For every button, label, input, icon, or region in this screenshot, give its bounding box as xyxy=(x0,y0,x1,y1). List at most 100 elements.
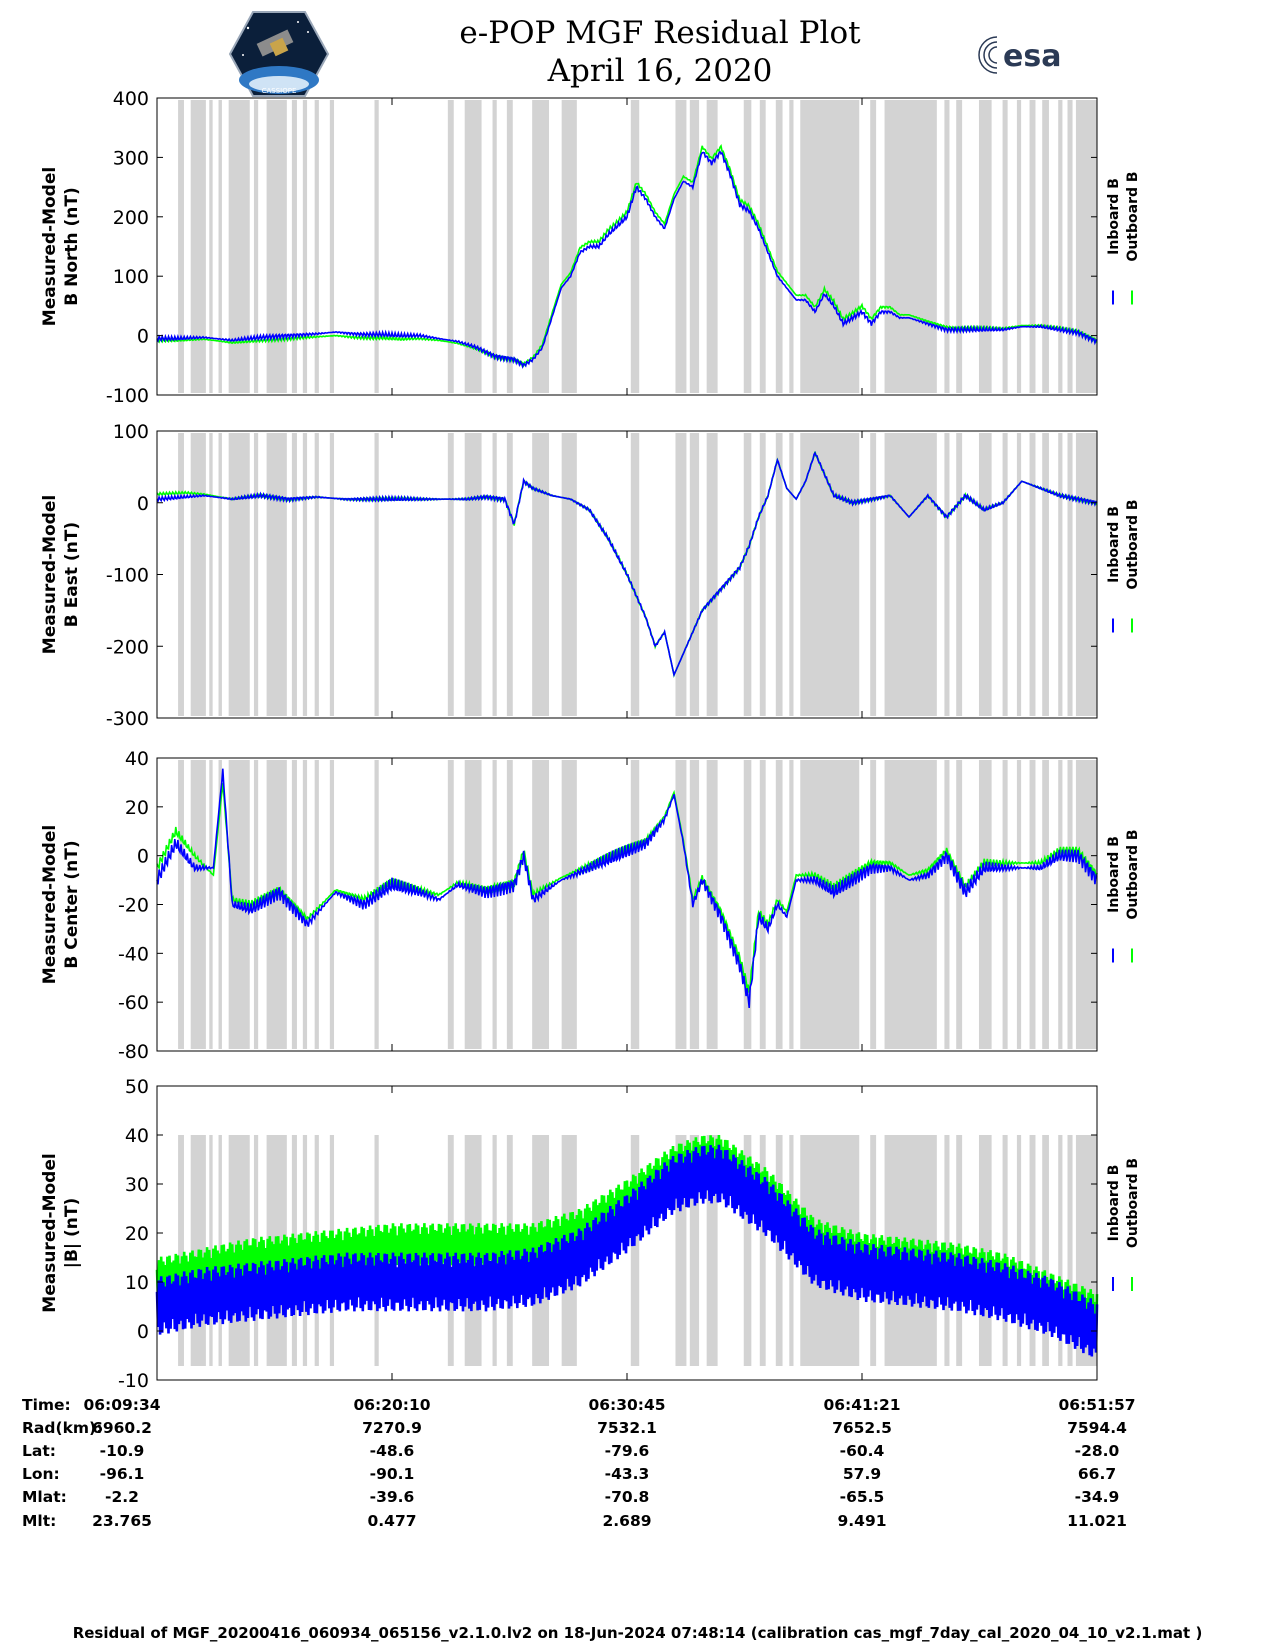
cassiope-logo: CASSIOPE xyxy=(228,11,330,97)
data-gap-band xyxy=(253,433,259,716)
legend-inboard-label: Inboard B xyxy=(1106,506,1122,583)
data-gap-band xyxy=(870,433,877,716)
y-tick-label: 400 xyxy=(113,88,149,110)
data-gap-band xyxy=(1042,433,1049,716)
data-gap-band xyxy=(870,100,877,393)
footer-value: -60.4 xyxy=(840,1442,885,1460)
footer-value: 66.7 xyxy=(1078,1465,1116,1483)
data-gap-band xyxy=(706,433,718,716)
legend-outboard-label: Outboard B xyxy=(1125,171,1141,261)
legend-outboard-label: Outboard B xyxy=(1125,1158,1141,1248)
footer-value: 2.689 xyxy=(602,1512,651,1530)
data-gap-band xyxy=(492,433,497,716)
data-gap-band xyxy=(291,100,297,393)
data-gap-band xyxy=(532,100,550,393)
series-line-inboard xyxy=(156,768,1098,1008)
data-gap-band xyxy=(630,433,640,716)
y-tick-label: -100 xyxy=(106,385,149,407)
y-tick-label: 30 xyxy=(125,1174,149,1196)
data-gap-band xyxy=(209,433,213,716)
data-gap-band xyxy=(190,433,206,716)
data-gap-band xyxy=(1016,1135,1022,1366)
y-tick-label: 40 xyxy=(125,748,149,770)
data-gap-band xyxy=(956,433,963,716)
y-axis-label-line-1: Measured-Model xyxy=(40,167,60,326)
y-tick-label: 0 xyxy=(137,846,149,868)
panel-1: -100 0 100 200 300 400 Measured-Model B North (… xyxy=(40,88,1141,407)
y-tick-label: 0 xyxy=(137,326,149,348)
data-gap-band xyxy=(492,760,497,1049)
footer-value: 06:51:57 xyxy=(1058,1396,1135,1414)
series-line-outboard xyxy=(156,451,1098,678)
data-gap-band xyxy=(944,433,950,716)
footer-value: -10.9 xyxy=(100,1442,145,1460)
esa-logo: esa xyxy=(978,35,1061,75)
data-gap-band xyxy=(302,433,308,716)
data-gap-band xyxy=(789,100,794,393)
footer-row-label: Rad(km): xyxy=(22,1419,102,1437)
data-gap-band xyxy=(884,760,937,1049)
legend-labels: Inboard B Outboard B xyxy=(1106,829,1141,919)
y-tick-label: -40 xyxy=(118,943,149,965)
y-axis-label-line-1: Measured-Model xyxy=(40,1153,60,1312)
data-gap-band xyxy=(228,100,250,393)
footer-value: -39.6 xyxy=(370,1488,415,1506)
y-tick-label: -200 xyxy=(106,636,149,658)
y-tick-label: -80 xyxy=(118,1041,149,1063)
data-gap-band xyxy=(506,433,513,716)
data-gap-band xyxy=(775,100,783,393)
footer-value: 9.491 xyxy=(837,1512,886,1530)
footer-row-label: Lon: xyxy=(22,1465,60,1483)
y-tick-label: -10 xyxy=(118,1370,149,1392)
data-gap-band xyxy=(689,1135,700,1366)
footer-value: 7594.4 xyxy=(1067,1419,1127,1437)
data-gap-band xyxy=(302,760,308,1049)
data-gap-band xyxy=(675,760,687,1049)
plot-frame xyxy=(156,757,1098,1052)
data-gap-band xyxy=(800,100,860,393)
data-gap-band xyxy=(506,760,513,1049)
data-gap-band xyxy=(492,100,497,393)
y-tick-label: -300 xyxy=(106,708,149,730)
data-gap-band xyxy=(1029,760,1036,1049)
logo-right-text: esa xyxy=(1003,39,1061,74)
data-gap-band xyxy=(329,433,335,716)
data-gap-band xyxy=(1002,1135,1008,1366)
data-gap-band xyxy=(228,433,250,716)
data-gap-band xyxy=(218,100,222,393)
footer-value: 7652.5 xyxy=(832,1419,892,1437)
series-line-outboard xyxy=(156,783,1098,993)
data-gap-band xyxy=(675,433,687,716)
data-gap-band xyxy=(314,433,319,716)
data-gap-band xyxy=(1042,760,1049,1049)
data-gap-band xyxy=(1042,1135,1049,1366)
y-axis-label: Measured-Model B North (nT) xyxy=(40,167,82,326)
plot-frame xyxy=(156,97,1098,396)
data-gap-band xyxy=(329,100,335,393)
data-gap-band xyxy=(630,760,640,1049)
data-gap-band xyxy=(1016,100,1022,393)
data-gap-band xyxy=(209,100,213,393)
data-gap-band xyxy=(561,100,577,393)
data-gap-band xyxy=(447,760,454,1049)
y-tick-label: 200 xyxy=(113,207,149,229)
title-line-2: April 16, 2020 xyxy=(547,53,773,89)
footer-value: -43.3 xyxy=(605,1465,650,1483)
y-tick-label: 0 xyxy=(137,493,149,515)
y-tick-label: 300 xyxy=(113,147,149,169)
data-gap-band xyxy=(561,760,577,1049)
legend-inboard-label: Inboard B xyxy=(1106,836,1122,913)
footer-row-label: Mlt: xyxy=(22,1512,56,1530)
data-gap-band xyxy=(1002,100,1008,393)
data-gap-band xyxy=(689,760,700,1049)
footer-note: Residual of MGF_20200416_060934_065156_v… xyxy=(72,1624,1203,1642)
footer-value: 06:20:10 xyxy=(353,1396,430,1414)
data-gap-band xyxy=(190,100,206,393)
y-tick-label: 10 xyxy=(125,1272,149,1294)
y-axis-label-line-1: Measured-Model xyxy=(40,825,60,984)
data-gap-band xyxy=(944,100,950,393)
footer-row-label: Lat: xyxy=(22,1442,56,1460)
data-gap-band xyxy=(1067,433,1073,716)
data-gap-band xyxy=(253,100,259,393)
data-gap-band xyxy=(1058,100,1063,393)
